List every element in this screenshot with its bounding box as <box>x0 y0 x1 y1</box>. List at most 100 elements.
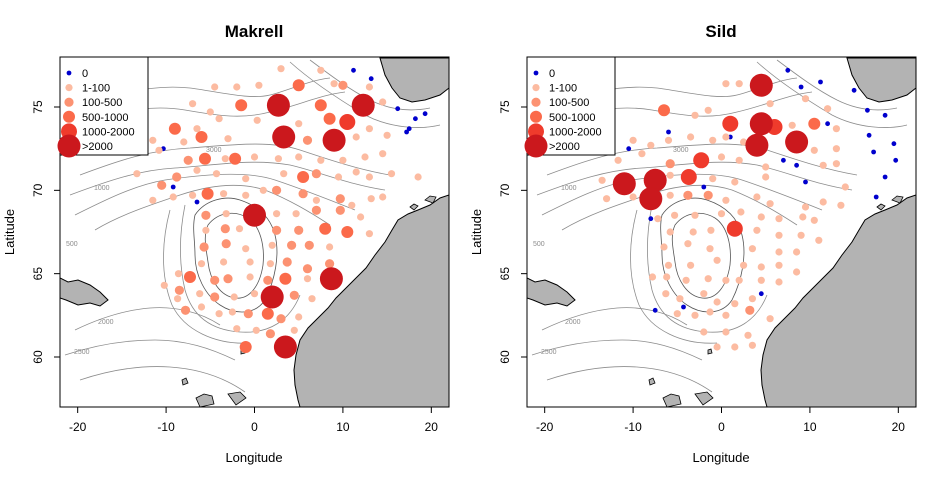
catch-point <box>700 328 708 336</box>
catch-point <box>197 260 206 268</box>
contour-label: 500 <box>533 241 545 248</box>
catch-point <box>199 152 211 165</box>
catch-point <box>149 136 157 144</box>
legend-label: 100-500 <box>82 97 122 109</box>
catch-point <box>851 87 857 93</box>
catch-point <box>735 156 743 164</box>
catch-point <box>379 98 387 106</box>
legend-label: >2000 <box>82 141 113 153</box>
catch-point <box>666 191 674 199</box>
catch-point <box>242 245 250 253</box>
catch-point <box>202 226 210 234</box>
catch-point <box>212 170 221 178</box>
catch-point <box>612 172 636 196</box>
catch-point <box>801 203 810 211</box>
catch-point <box>379 150 387 158</box>
x-tick-label: -10 <box>157 420 175 434</box>
catch-point <box>748 341 757 349</box>
catch-point <box>673 310 681 318</box>
catch-point <box>180 138 188 146</box>
catch-point <box>259 186 267 194</box>
catch-point <box>731 343 739 351</box>
contour-label: 500 <box>66 241 78 248</box>
legend-swatch <box>532 84 540 92</box>
catch-point <box>785 67 791 73</box>
catch-point <box>866 132 872 138</box>
catch-point <box>687 133 695 141</box>
catch-point <box>793 268 801 276</box>
catch-point <box>684 240 692 248</box>
legend-swatch <box>57 134 81 158</box>
catch-point <box>317 66 325 74</box>
catch-point <box>266 93 290 117</box>
catch-point <box>775 248 783 256</box>
x-tick-label: -20 <box>536 420 554 434</box>
catch-point <box>893 157 899 163</box>
catch-point <box>722 328 730 336</box>
catch-point <box>233 83 241 91</box>
catch-point <box>666 129 671 135</box>
catch-point <box>413 116 418 122</box>
catch-point <box>279 272 292 285</box>
land <box>527 57 916 407</box>
catch-point <box>338 80 348 90</box>
catch-point <box>223 274 233 284</box>
catch-point <box>303 275 312 283</box>
catch-point <box>201 187 214 200</box>
catch-point <box>837 201 845 209</box>
catch-point <box>220 190 228 198</box>
catch-point <box>717 210 726 218</box>
catch-point <box>706 245 714 253</box>
catch-point <box>704 275 712 283</box>
catch-point <box>193 166 201 174</box>
catch-point <box>744 331 752 339</box>
catch-point <box>798 84 804 90</box>
contour-label: 1000 <box>94 185 110 192</box>
catch-point <box>629 136 637 144</box>
catch-point <box>194 199 200 205</box>
contour-label: 2000 <box>565 319 581 326</box>
catch-point <box>745 133 769 157</box>
y-axis-label: Latitude <box>2 209 17 255</box>
catch-point <box>206 108 214 116</box>
catch-point <box>273 210 281 218</box>
catch-point <box>757 213 765 221</box>
catch-point <box>280 170 288 178</box>
catch-point <box>325 259 335 269</box>
catch-point <box>701 184 707 190</box>
catch-point <box>753 193 761 201</box>
catch-point <box>133 170 141 178</box>
catch-point <box>757 263 765 271</box>
makrell-title: Makrell <box>225 22 284 41</box>
catch-point <box>664 261 673 269</box>
catch-point <box>748 295 757 303</box>
catch-point <box>775 278 783 286</box>
catch-point <box>155 146 163 154</box>
legend-swatch <box>524 134 548 158</box>
catch-point <box>201 210 211 220</box>
catch-point <box>681 304 686 310</box>
catch-point <box>709 175 717 183</box>
catch-point <box>222 210 230 218</box>
catch-point <box>717 153 726 161</box>
catch-point <box>658 104 670 117</box>
catch-point <box>365 173 373 181</box>
catch-point <box>691 311 699 319</box>
legend-label: 0 <box>82 68 88 80</box>
catch-point <box>210 292 220 302</box>
catch-point <box>341 226 354 238</box>
catch-point <box>290 326 298 334</box>
catch-point <box>689 228 697 236</box>
catch-point <box>865 107 870 113</box>
legend-swatch <box>531 97 541 107</box>
catch-point <box>224 135 232 143</box>
catch-point <box>808 117 821 130</box>
catch-point <box>326 243 334 251</box>
catch-point <box>235 225 244 233</box>
contour-label: 2500 <box>541 349 557 356</box>
catch-point <box>660 243 668 251</box>
catch-point <box>614 156 622 164</box>
catch-point <box>748 245 757 253</box>
catch-point <box>221 239 231 249</box>
